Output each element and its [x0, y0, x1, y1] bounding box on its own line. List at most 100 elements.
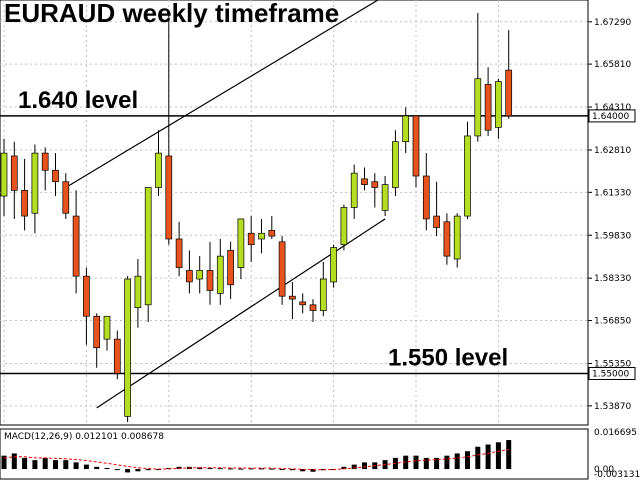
- price-channel: [65, 0, 386, 409]
- price-tick-label: 1.56850: [594, 317, 631, 327]
- macd-label: MACD(12,26,9) 0.012101 0.008678: [4, 432, 164, 442]
- macd-tick-label: 0.00: [594, 465, 614, 475]
- macd-bar: [94, 466, 100, 470]
- candle-body: [392, 141, 399, 188]
- macd-bar: [475, 446, 481, 470]
- candle-body: [10, 155, 18, 191]
- candle-body: [443, 221, 451, 257]
- macd-signal-line: [3, 449, 509, 471]
- macd-bar: [351, 464, 357, 470]
- level-price-tag: [588, 109, 636, 123]
- candle-body: [103, 315, 111, 340]
- macd-bar: [269, 468, 275, 470]
- macd-tick-label: 0.016695: [594, 428, 637, 438]
- level-label: 1.640 level: [18, 87, 138, 114]
- price-tick-label: 1.58330: [594, 274, 631, 284]
- candle-body: [247, 232, 255, 246]
- price-tick-label: 1.61330: [594, 188, 631, 198]
- macd-bar: [114, 469, 120, 471]
- candle-body: [216, 255, 224, 294]
- candle-body: [196, 270, 204, 280]
- candle-body: [412, 115, 420, 177]
- macd-bar: [506, 440, 512, 470]
- candle-body: [155, 152, 162, 188]
- macd-bar: [485, 444, 491, 470]
- candle-body: [474, 78, 482, 137]
- level-price-tag-label: 1.55000: [592, 369, 629, 379]
- candlesticks: [0, 12, 513, 423]
- candle-body: [309, 304, 317, 311]
- candle-body: [72, 215, 80, 277]
- candle-body: [505, 69, 513, 117]
- candle-body: [124, 278, 131, 417]
- candle-body: [62, 181, 70, 214]
- macd-bar: [217, 468, 223, 470]
- level-label: 1.550 level: [388, 344, 508, 371]
- macd-bar: [248, 468, 254, 470]
- candle-body: [31, 152, 39, 214]
- macd-bar: [135, 469, 141, 472]
- candle-body: [361, 178, 368, 185]
- macd-bar: [22, 457, 28, 470]
- macd-bar: [53, 460, 58, 470]
- macd-bar: [1, 455, 7, 470]
- price-tick-label: 1.67290: [594, 18, 631, 28]
- macd-bar: [42, 457, 48, 470]
- candle-body: [41, 152, 49, 171]
- candle-body: [350, 172, 358, 208]
- candle-body: [93, 315, 101, 349]
- candle-body: [299, 301, 307, 306]
- candle-body: [402, 115, 410, 143]
- candle-body: [453, 215, 461, 260]
- macd-bar: [362, 462, 367, 470]
- macd-bar: [11, 453, 17, 470]
- macd-bar: [145, 469, 151, 471]
- chart-title: EURAUD weekly timeframe: [4, 0, 339, 28]
- candle-body: [134, 275, 142, 309]
- candle-body: [289, 295, 296, 300]
- macd-bar: [300, 469, 306, 472]
- candle-body: [484, 84, 492, 131]
- level-price-tag: [588, 366, 636, 380]
- candle-body: [227, 250, 234, 286]
- macd-bar: [310, 469, 316, 472]
- candle-body: [52, 169, 59, 183]
- level-price-tag-label: 1.64000: [592, 112, 629, 122]
- price-tick-label: 1.64310: [594, 103, 631, 113]
- macd-bar: [238, 468, 244, 470]
- channel-line-lower: [96, 218, 386, 409]
- candle-body: [278, 241, 286, 297]
- channel-line-upper: [65, 0, 380, 188]
- candle-body: [340, 207, 348, 246]
- price-axis: 1.67290 1.65810 1.64310 1.62810 1.61330 1.598…: [588, 18, 631, 412]
- macd-panel-frame: [0, 428, 589, 480]
- macd-bar: [495, 442, 501, 470]
- candle-body: [206, 270, 214, 291]
- candle-body: [464, 135, 471, 217]
- candle-body: [83, 275, 90, 317]
- macd-panel: 0.016695 0.00-0.003131: [1, 428, 640, 480]
- candle-body: [113, 338, 121, 374]
- candle-body: [237, 218, 245, 268]
- candle-body: [495, 81, 502, 128]
- candle-body: [21, 189, 28, 217]
- macd-bar: [413, 455, 419, 470]
- macd-bar: [228, 468, 234, 470]
- price-tick-label: 1.53870: [594, 402, 631, 412]
- candle-body: [371, 181, 379, 188]
- macd-tick-label: -0.003131: [594, 470, 640, 480]
- macd-bar: [465, 451, 470, 470]
- candle-body: [330, 247, 337, 283]
- macd-bar: [125, 469, 131, 473]
- macd-bar: [259, 468, 264, 470]
- candle-body: [0, 152, 8, 197]
- price-tick-label: 1.59830: [594, 231, 631, 241]
- price-tick-label: 1.65810: [594, 60, 631, 70]
- candle-body: [186, 270, 193, 283]
- macd-bar: [454, 453, 460, 470]
- candle-body: [175, 238, 183, 268]
- candle-body: [433, 215, 440, 228]
- macd-bar: [104, 467, 110, 470]
- macd-bar: [32, 460, 38, 470]
- macd-bar: [279, 469, 285, 471]
